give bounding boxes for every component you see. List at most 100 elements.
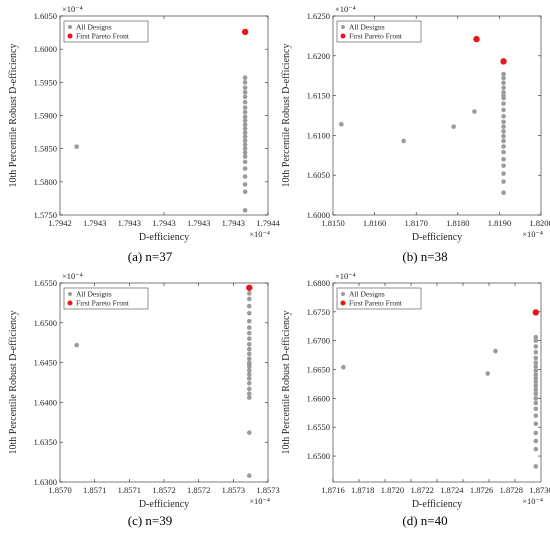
point-all-designs xyxy=(246,303,252,309)
y-tick-label: 1.5950 xyxy=(34,77,57,87)
x-tick-label: 1.8573 xyxy=(222,485,245,495)
point-all-designs xyxy=(242,150,248,155)
point-all-designs xyxy=(501,85,506,90)
point-all-designs xyxy=(246,368,252,373)
point-all-designs xyxy=(246,395,252,400)
chart-panel-3: 1.8716 1.8718 1.8720 1.8722 1.8724 1.8726 1.87… xyxy=(281,271,550,510)
point-all-designs xyxy=(242,142,248,147)
legend-label: All Designs xyxy=(76,290,112,299)
point-all-designs xyxy=(242,75,248,80)
point-all-designs xyxy=(533,364,539,369)
y-tick-label: 1.5850 xyxy=(34,144,57,154)
point-pareto-front xyxy=(500,58,507,65)
y-tick-label: 1.6000 xyxy=(34,44,57,54)
y-tick-label: 1.5800 xyxy=(34,177,57,187)
point-pareto-front xyxy=(473,35,480,43)
point-all-designs xyxy=(533,344,539,349)
caption-b: (b) n=38 xyxy=(402,249,448,264)
point-all-designs xyxy=(242,80,248,85)
x-tick-label: 1.8180 xyxy=(446,218,469,228)
point-all-designs xyxy=(501,149,506,155)
point-all-designs xyxy=(533,413,539,418)
point-all-designs xyxy=(242,146,248,151)
x-tick-label: 1.8170 xyxy=(405,218,428,228)
x-exponent-label: ×10⁻⁴ xyxy=(522,229,543,239)
y-tick-label: 1.6150 xyxy=(307,91,330,101)
point-all-designs xyxy=(242,109,248,115)
point-all-designs xyxy=(242,89,248,95)
x-tick-label: 1.7942 xyxy=(48,218,71,228)
y-tick-label: 1.6400 xyxy=(34,397,57,407)
point-all-designs xyxy=(501,107,506,113)
x-tick-label: 1.7944 xyxy=(256,218,280,228)
point-all-designs xyxy=(246,386,252,392)
point-all-designs xyxy=(246,330,252,336)
legend-box xyxy=(63,20,149,43)
point-all-designs xyxy=(533,338,539,343)
point-all-designs xyxy=(246,351,252,357)
y-tick-label: 1.6450 xyxy=(34,358,57,368)
point-all-designs xyxy=(533,396,539,401)
point-all-designs xyxy=(246,372,252,377)
x-tick-label: 1.8720 xyxy=(381,485,404,495)
plot-area xyxy=(59,15,269,216)
plot-area xyxy=(332,15,542,216)
x-tick-label: 1.7943 xyxy=(222,218,245,228)
y-exponent-label: ×10⁻⁴ xyxy=(335,271,356,281)
y-tick-label: 1.6250 xyxy=(307,11,330,21)
point-all-designs xyxy=(501,119,506,125)
y-tick-label: 1.6550 xyxy=(34,278,57,288)
point-all-designs xyxy=(472,109,477,114)
point-all-designs xyxy=(242,114,248,120)
point-all-designs xyxy=(501,138,506,144)
y-axis-label: 10th Percentile Robust D-efficiency xyxy=(8,44,19,188)
point-all-designs xyxy=(246,325,252,330)
point-all-designs xyxy=(501,101,506,106)
legend-marker-all xyxy=(341,25,345,29)
point-all-designs xyxy=(501,129,506,134)
x-tick-label: 1.8730 xyxy=(529,485,550,495)
point-all-designs xyxy=(533,360,539,365)
point-all-designs xyxy=(533,400,539,406)
y-axis-label: 10th Percentile Robust D-efficiency xyxy=(281,44,292,188)
legend-label: First Pareto Front xyxy=(349,299,403,308)
x-exponent-label: ×10⁻⁴ xyxy=(522,496,543,506)
y-exponent-label: ×10⁻⁴ xyxy=(335,4,356,14)
point-all-designs xyxy=(533,430,539,436)
point-all-designs xyxy=(242,105,248,110)
point-all-designs xyxy=(533,383,539,388)
legend-label: First Pareto Front xyxy=(76,32,130,41)
x-tick-label: 1.8728 xyxy=(500,485,523,495)
x-tick-label: 1.8572 xyxy=(187,485,210,495)
y-tick-label: 1.6000 xyxy=(307,210,330,220)
y-tick-label: 1.6500 xyxy=(307,451,330,461)
x-axis-label: D-efficiency xyxy=(412,232,462,243)
legend-box xyxy=(336,287,422,310)
point-all-designs xyxy=(501,156,506,162)
point-all-designs xyxy=(246,430,252,435)
legend-label: All Designs xyxy=(349,290,385,299)
point-all-designs xyxy=(242,122,248,128)
point-all-designs xyxy=(533,391,539,397)
legend-marker-pareto xyxy=(67,300,73,306)
y-tick-label: 1.6600 xyxy=(307,393,330,403)
point-all-designs xyxy=(242,208,248,213)
x-tick-label: 1.8190 xyxy=(488,218,511,228)
point-all-designs xyxy=(501,190,506,196)
point-all-designs xyxy=(246,473,252,478)
x-exponent-label: ×10⁻⁴ xyxy=(249,229,270,239)
y-tick-label: 1.6800 xyxy=(307,278,330,288)
x-tick-label: 1.8573 xyxy=(256,485,279,495)
point-all-designs xyxy=(501,163,506,168)
point-all-designs xyxy=(242,126,248,132)
point-all-designs xyxy=(533,355,539,361)
point-all-designs xyxy=(533,464,539,469)
x-tick-label: 1.7943 xyxy=(118,218,141,228)
point-all-designs xyxy=(242,94,248,100)
point-pareto-front xyxy=(241,28,249,36)
point-all-designs xyxy=(533,446,539,452)
y-tick-label: 1.5900 xyxy=(34,111,57,121)
point-all-designs xyxy=(246,296,252,302)
point-all-designs xyxy=(501,113,506,119)
point-all-designs xyxy=(533,375,539,381)
